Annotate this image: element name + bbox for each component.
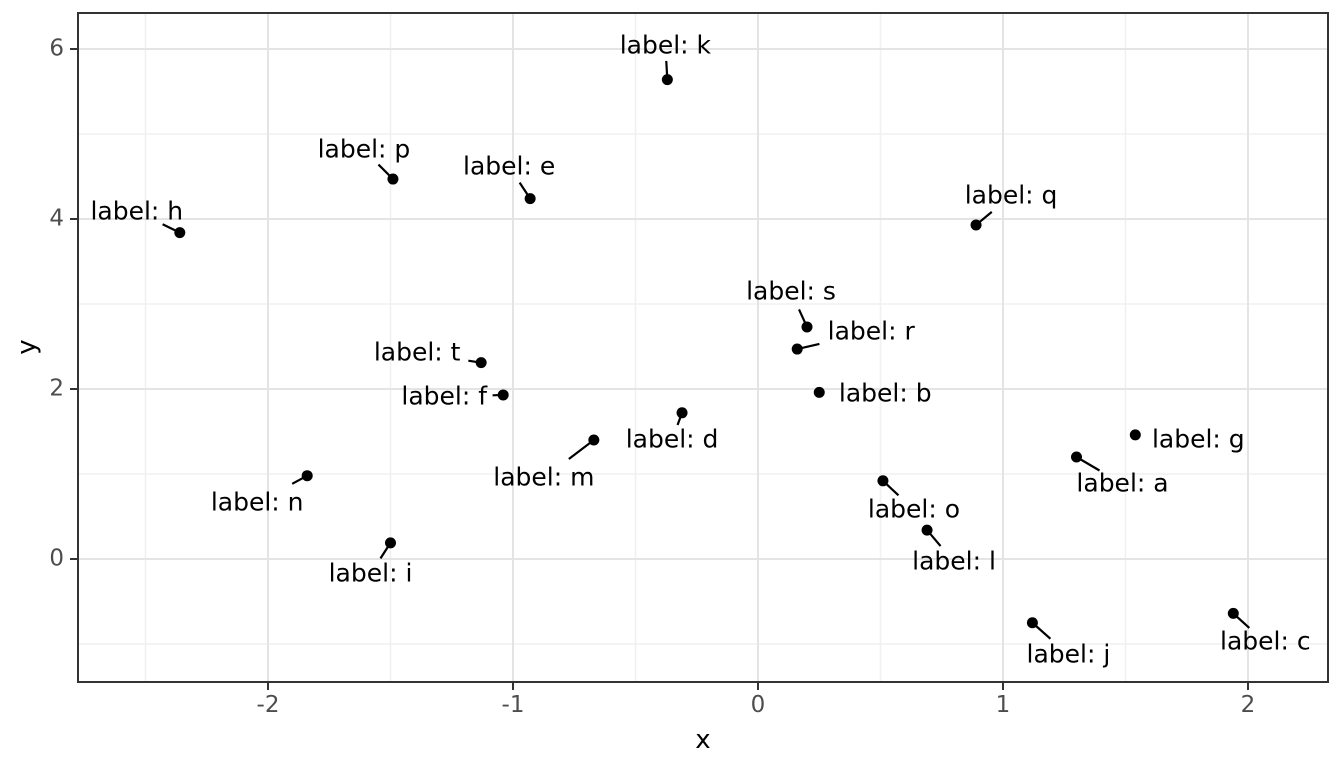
data-point-p <box>387 173 399 185</box>
point-label-j: label: j <box>1026 639 1111 669</box>
point-label-c: label: c <box>1220 627 1311 657</box>
point-label-t: label: t <box>373 337 461 367</box>
point-label-p: label: p <box>317 134 411 164</box>
data-point-r <box>791 343 803 355</box>
x-tick-label: 2 <box>1240 692 1256 718</box>
data-point-k <box>661 74 673 86</box>
point-label-n: label: n <box>210 487 304 517</box>
panel-border <box>77 12 1329 683</box>
point-label-s: label: s <box>746 276 836 306</box>
point-label-i: label: i <box>328 558 413 588</box>
y-tick-label: 4 <box>49 205 64 232</box>
data-point-a <box>1071 451 1082 463</box>
data-point-l <box>921 524 933 536</box>
y-tick-label: 0 <box>49 545 64 572</box>
data-point-t <box>475 357 487 369</box>
y-tick-label: 2 <box>49 375 64 402</box>
point-label-q: label: q <box>964 180 1058 210</box>
data-point-g <box>1129 429 1141 441</box>
point-label-f: label: f <box>401 381 488 411</box>
point-label-m: label: m <box>493 462 595 492</box>
point-label-e: label: e <box>463 151 556 181</box>
data-point-o <box>877 475 889 487</box>
point-label-b: label: b <box>838 379 932 409</box>
data-point-h <box>174 227 186 239</box>
point-label-o: label: o <box>867 494 961 524</box>
data-point-n <box>301 470 313 482</box>
data-point-i <box>385 537 396 549</box>
x-tick-label: 0 <box>750 692 766 718</box>
point-label-r: label: r <box>827 316 915 346</box>
point-label-a: label: a <box>1076 468 1169 498</box>
data-point-b <box>813 386 825 398</box>
x-tick-label: 1 <box>995 692 1011 718</box>
y-axis-title: y <box>12 339 42 355</box>
x-axis-title: x <box>695 725 711 755</box>
y-tick-label: 6 <box>49 35 64 62</box>
point-label-l: label: l <box>912 546 996 576</box>
data-point-c <box>1227 607 1239 619</box>
data-point-q <box>970 219 982 231</box>
data-point-s <box>801 321 813 333</box>
data-point-f <box>497 389 509 401</box>
point-label-d: label: d <box>625 424 719 454</box>
x-tick-label: -2 <box>256 692 280 718</box>
data-point-m <box>588 434 600 446</box>
data-point-e <box>524 193 536 205</box>
x-tick-label: -1 <box>501 692 525 718</box>
data-point-j <box>1026 617 1038 629</box>
point-label-h: label: h <box>90 196 184 226</box>
point-label-g: label: g <box>1151 424 1245 454</box>
point-label-k: label: k <box>619 30 711 60</box>
data-point-d <box>676 407 688 419</box>
